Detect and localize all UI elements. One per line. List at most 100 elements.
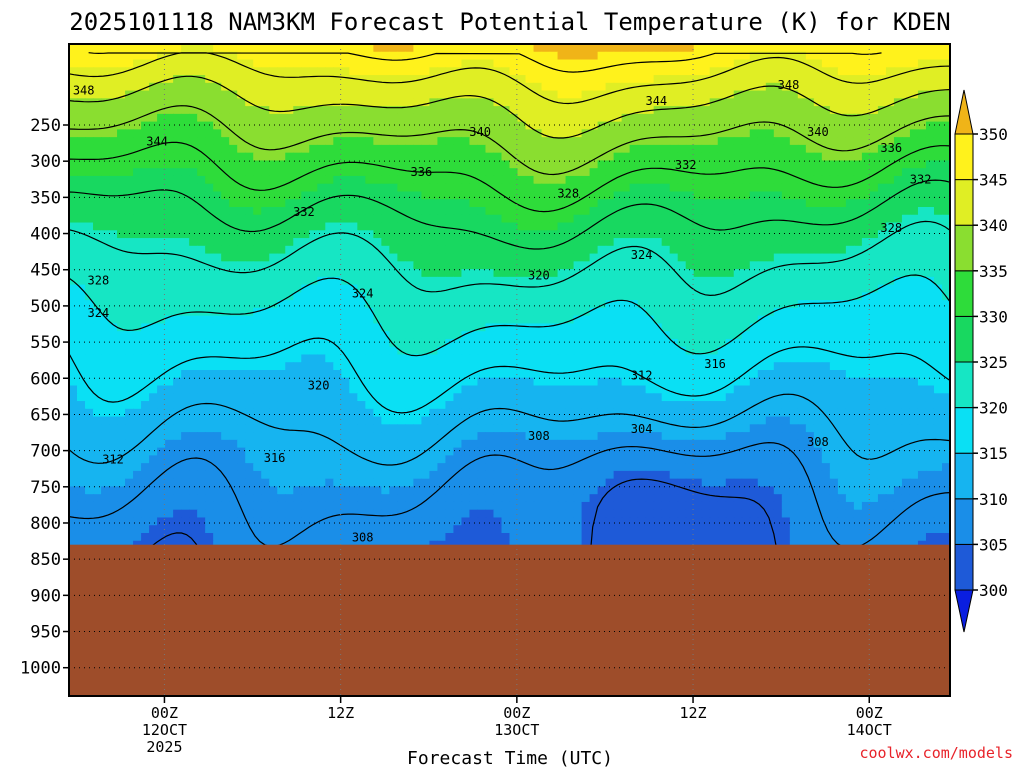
fill-cell (669, 129, 679, 138)
fill-cell (277, 323, 286, 332)
fill-cell (757, 183, 767, 193)
fill-cell (581, 82, 591, 92)
fill-cell (693, 245, 703, 255)
fill-cell (445, 269, 455, 278)
fill-cell (125, 338, 134, 348)
fill-cell (213, 362, 222, 371)
fill-cell (645, 269, 655, 278)
fill-cell (549, 183, 559, 193)
fill-cell (669, 44, 679, 53)
fill-cell (485, 207, 495, 216)
fill-cell (333, 292, 342, 301)
fill-cell (525, 98, 535, 107)
fill-cell (437, 82, 447, 92)
fill-cell (157, 183, 166, 193)
fill-cell (813, 253, 823, 262)
fill-cell (861, 214, 871, 224)
fill-cell (245, 82, 254, 92)
fill-cell (661, 261, 671, 270)
fill-cell (757, 346, 767, 356)
fill-cell (437, 98, 447, 107)
fill-cell (653, 75, 663, 84)
fill-cell (629, 276, 639, 286)
fill-cell (333, 121, 342, 130)
fill-cell (469, 315, 479, 325)
fill-cell (669, 269, 679, 278)
fill-cell (781, 98, 791, 107)
fill-cell (93, 183, 102, 193)
fill-cell (357, 191, 366, 200)
fill-cell (181, 160, 190, 169)
fill-cell (741, 67, 751, 76)
fill-cell (453, 75, 463, 84)
fill-cell (781, 307, 791, 317)
fill-cell (165, 338, 174, 348)
fill-cell (749, 222, 759, 231)
fill-cell (429, 113, 439, 123)
fill-cell (581, 113, 591, 123)
fill-cell (613, 144, 623, 154)
fill-cell (245, 307, 254, 317)
fill-cell (757, 245, 767, 255)
fill-cell (653, 59, 663, 68)
fill-cell (373, 44, 382, 53)
fill-cell (277, 230, 286, 239)
fill-cell (381, 168, 390, 177)
fill-cell (653, 230, 663, 239)
fill-cell (477, 113, 487, 123)
fill-cell (669, 183, 679, 193)
fill-cell (781, 346, 791, 356)
fill-cell (493, 346, 503, 356)
fill-cell (869, 284, 879, 293)
fill-cell (741, 230, 751, 239)
fill-cell (653, 284, 663, 293)
fill-cell (141, 121, 150, 130)
fill-cell (837, 338, 847, 348)
fill-cell (429, 393, 439, 402)
fill-cell (293, 137, 302, 146)
fill-cell (725, 222, 735, 231)
fill-cell (85, 323, 94, 332)
fill-cell (925, 82, 935, 92)
fill-cell (405, 292, 414, 301)
fill-cell (885, 51, 895, 61)
fill-cell (853, 338, 863, 348)
fill-cell (285, 106, 294, 115)
fill-cell (661, 175, 671, 185)
fill-cell (837, 300, 847, 309)
fill-cell (629, 346, 639, 356)
fill-cell (461, 245, 471, 255)
fill-cell (893, 106, 903, 115)
fill-cell (277, 183, 286, 193)
fill-cell (341, 199, 350, 208)
fill-cell (381, 292, 390, 301)
fill-cell (565, 338, 575, 348)
fill-cell (69, 300, 78, 309)
fill-cell (573, 222, 583, 231)
fill-cell (365, 253, 374, 262)
fill-cell (381, 144, 390, 154)
fill-cell (349, 152, 358, 162)
fill-cell (821, 276, 831, 286)
fill-cell (453, 338, 463, 348)
fill-cell (461, 82, 471, 92)
fill-cell (229, 338, 238, 348)
fill-cell (389, 51, 398, 61)
fill-cell (813, 44, 823, 53)
fill-cell (621, 191, 631, 200)
fill-cell (709, 269, 719, 278)
fill-cell (373, 168, 382, 177)
fill-cell (77, 245, 86, 255)
fill-cell (917, 168, 927, 177)
fill-cell (117, 276, 126, 286)
fill-cell (797, 144, 807, 154)
fill-cell (773, 207, 783, 216)
fill-cell (917, 230, 927, 239)
fill-cell (901, 51, 911, 61)
fill-cell (653, 307, 663, 317)
fill-cell (853, 82, 863, 92)
fill-cell (349, 238, 358, 247)
fill-cell (597, 377, 607, 387)
fill-cell (757, 106, 767, 115)
fill-cell (373, 362, 382, 371)
